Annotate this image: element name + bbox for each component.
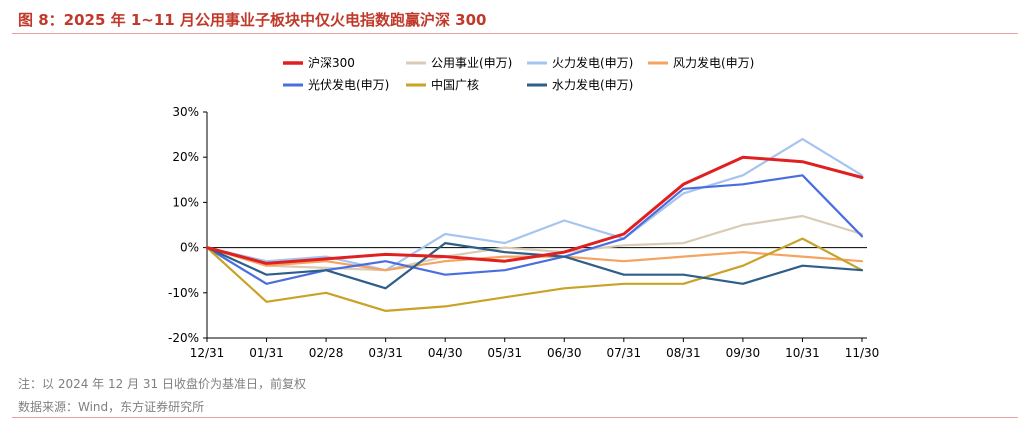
series-line <box>205 155 864 265</box>
x-tick-label: 10/31 <box>785 346 820 360</box>
legend-label: 公用事业(申万) <box>431 56 512 70</box>
legend-label: 光伏发电(申万) <box>308 77 389 92</box>
figure-title: 图 8：2025 年 1~11 月公用事业子板块中仅火电指数跑赢沪深 300 <box>18 11 487 29</box>
x-tick-label: 06/30 <box>547 346 582 360</box>
y-tick-label: 0% <box>180 241 199 255</box>
x-tick-label: 02/28 <box>309 346 344 360</box>
line-chart: 沪深300 公用事业(申万) 火力发电(申万) 风力发电(申万) 光伏发电(申万) 中国广… <box>168 55 879 360</box>
footer-divider <box>12 417 1018 418</box>
series-line <box>205 237 864 312</box>
chart-series <box>205 138 864 312</box>
x-tick-label: 08/31 <box>666 346 701 360</box>
chart-axes: 30% 20% 10% 0% -10% -20%12/31 01/31 02/28 03/31 0… <box>168 105 879 360</box>
x-tick-label: 01/31 <box>249 346 284 360</box>
x-tick-label: 11/30 <box>845 346 880 360</box>
x-tick-label: 12/31 <box>190 346 225 360</box>
y-tick-label: 30% <box>172 105 199 119</box>
title-divider <box>12 33 1018 34</box>
series-line <box>205 214 864 272</box>
series-line <box>205 138 864 272</box>
series-line <box>205 174 864 285</box>
legend-label: 火力发电(申万) <box>552 55 633 70</box>
chart-legend: 沪深300 公用事业(申万) 火力发电(申万) 风力发电(申万) 光伏发电(申万) 中国广… <box>283 55 754 92</box>
y-tick-label: -20% <box>168 331 199 345</box>
y-tick-label: 10% <box>172 195 199 209</box>
legend-label: 风力发电(申万) <box>673 55 754 70</box>
chart-note: 注：以 2024 年 12 月 31 日收盘价为基准日，前复权 <box>18 377 306 391</box>
x-tick-label: 04/30 <box>428 346 463 360</box>
legend-label: 沪深300 <box>308 56 355 70</box>
chart-source: 数据来源：Wind，东方证券研究所 <box>18 400 205 414</box>
x-tick-label: 05/31 <box>487 346 522 360</box>
x-tick-label: 03/31 <box>368 346 403 360</box>
y-tick-label: 20% <box>172 150 199 164</box>
x-tick-label: 09/30 <box>726 346 761 360</box>
series-line <box>205 242 864 290</box>
y-tick-label: -10% <box>168 286 199 300</box>
legend-label: 中国广核 <box>431 77 479 92</box>
legend-label: 水力发电(申万) <box>552 77 633 92</box>
x-tick-label: 07/31 <box>607 346 642 360</box>
